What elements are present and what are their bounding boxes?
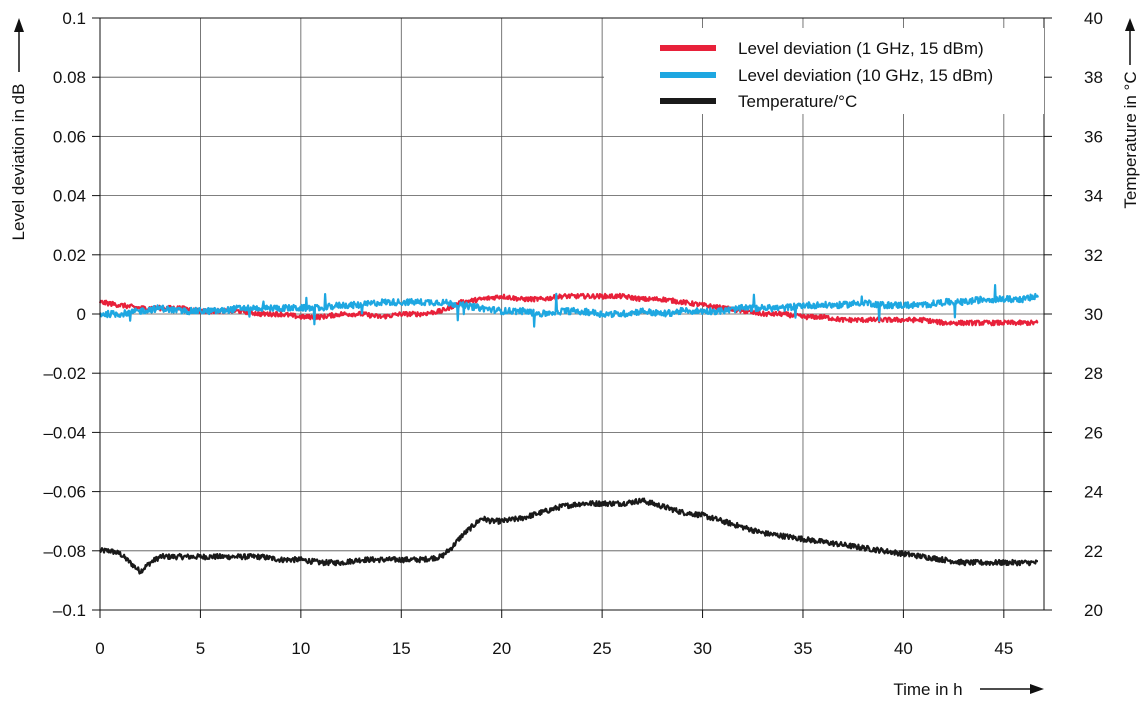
- x-axis-arrow-head: [1030, 684, 1044, 694]
- y-axis-title: Level deviation in dB: [9, 84, 28, 241]
- legend-item-10ghz: Level deviation (10 GHz, 15 dBm): [660, 66, 993, 85]
- y2-tick-label: 20: [1084, 601, 1103, 620]
- y2-axis-arrow-head: [1125, 18, 1135, 31]
- y2-tick-label: 28: [1084, 364, 1103, 383]
- x-tick-label: 0: [95, 639, 104, 658]
- legend-label-temperature: Temperature/°C: [738, 92, 857, 111]
- legend-label-10ghz: Level deviation (10 GHz, 15 dBm): [738, 66, 993, 85]
- y2-axis-title-group: Temperature in °C: [1121, 18, 1140, 209]
- x-axis-title-group: Time in h: [893, 680, 1044, 699]
- x-axis-title: Time in h: [893, 680, 962, 699]
- y-tick-label: –0.04: [43, 423, 86, 442]
- y-tick-label: 0.06: [53, 127, 86, 146]
- x-tick-label: 35: [794, 639, 813, 658]
- x-tick-label: 30: [693, 639, 712, 658]
- y-tick-label: –0.08: [43, 542, 86, 561]
- x-tick-label: 40: [894, 639, 913, 658]
- x-tick-label: 45: [994, 639, 1013, 658]
- series-layer: [98, 284, 1039, 575]
- y2-tick-label: 26: [1084, 423, 1103, 442]
- y-tick-label: –0.02: [43, 364, 86, 383]
- x-tick-label: 5: [196, 639, 205, 658]
- y2-tick-label: 40: [1084, 9, 1103, 28]
- y-axis-arrow-head: [14, 18, 24, 32]
- y2-tick-label: 24: [1084, 483, 1103, 502]
- y-tick-label: –0.06: [43, 483, 86, 502]
- y-tick-label: –0.1: [53, 601, 86, 620]
- y2-axis-title: Temperature in °C: [1121, 71, 1140, 208]
- x-tick-label: 10: [291, 639, 310, 658]
- y-tick-label: 0.04: [53, 187, 86, 206]
- legend: Level deviation (1 GHz, 15 dBm) Level de…: [604, 28, 1044, 114]
- y2-tick-label: 30: [1084, 305, 1103, 324]
- x-tick-label: 15: [392, 639, 411, 658]
- y2-tick-label: 22: [1084, 542, 1103, 561]
- legend-item-1ghz: Level deviation (1 GHz, 15 dBm): [660, 39, 984, 58]
- tick-layer: 0.1 0.08 0.06 0.04 0.02 0 –0.02 –0.04 –0.06 –0.08…: [43, 9, 1102, 658]
- x-tick-label: 20: [492, 639, 511, 658]
- y2-tick-label: 34: [1084, 187, 1103, 206]
- x-tick-label: 25: [593, 639, 612, 658]
- series-line-temperature: [98, 497, 1039, 575]
- series-line-10ghz: [99, 284, 1039, 328]
- series-line-1ghz: [98, 292, 1039, 327]
- y2-tick-label: 38: [1084, 68, 1103, 87]
- y2-tick-label: 32: [1084, 246, 1103, 265]
- y-tick-label: 0.02: [53, 246, 86, 265]
- y-tick-label: 0.08: [53, 68, 86, 87]
- legend-label-1ghz: Level deviation (1 GHz, 15 dBm): [738, 39, 984, 58]
- legend-item-temperature: Temperature/°C: [660, 92, 857, 111]
- y2-tick-label: 36: [1084, 127, 1103, 146]
- y-tick-label: 0.1: [62, 9, 86, 28]
- y-axis-title-group: Level deviation in dB: [9, 18, 28, 240]
- y-tick-label: 0: [77, 305, 86, 324]
